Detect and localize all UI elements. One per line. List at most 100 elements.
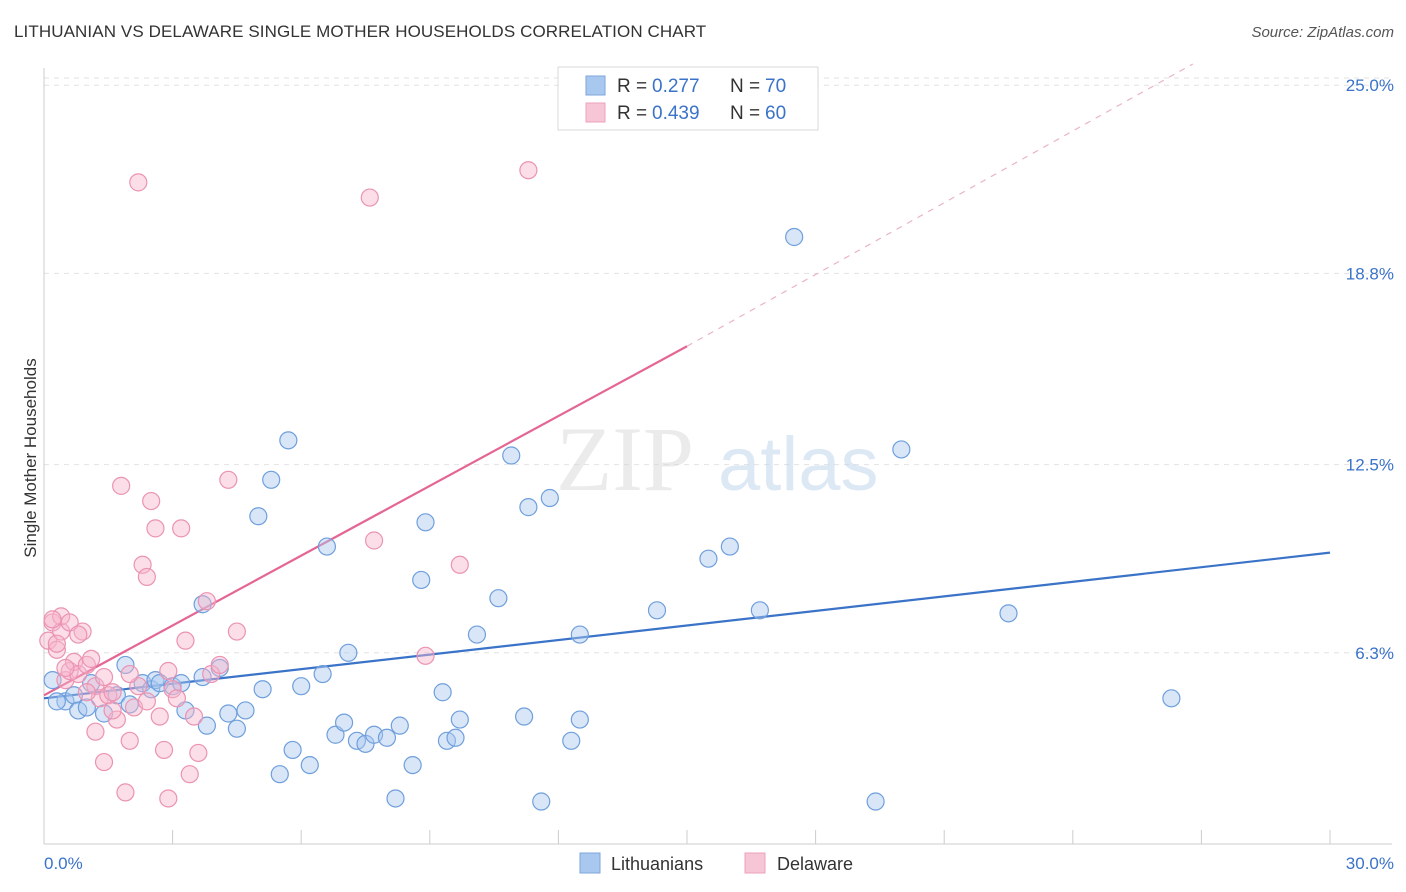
- point-delaware: [154, 740, 174, 760]
- stats-legend-r-value-1: 0.277: [652, 76, 700, 97]
- point-delaware: [77, 683, 96, 702]
- point-lithuanians: [300, 755, 319, 775]
- point-lithuanians: [219, 704, 238, 723]
- chart-title: LITHUANIAN VS DELAWARE SINGLE MOTHER HOU…: [14, 22, 707, 41]
- stats-legend-r-label-2: R =: [617, 103, 652, 124]
- point-lithuanians: [227, 719, 246, 738]
- point-delaware: [172, 519, 191, 538]
- point-lithuanians: [77, 698, 96, 717]
- point-delaware: [416, 646, 435, 665]
- point-delaware: [167, 689, 186, 708]
- point-lithuanians: [502, 446, 521, 465]
- watermark-zip: ZIP: [556, 408, 694, 510]
- point-lithuanians: [1162, 689, 1181, 708]
- point-delaware: [142, 491, 161, 511]
- point-lithuanians: [532, 792, 551, 811]
- y-tick-label-12.5: 12.5%: [1346, 456, 1394, 475]
- point-delaware: [146, 519, 165, 538]
- stats-legend-n-value-2: 60: [765, 103, 786, 124]
- series-legend: Lithuanians Delaware: [579, 852, 853, 874]
- point-lithuanians: [403, 755, 422, 775]
- point-delaware: [47, 640, 66, 659]
- point-lithuanians: [999, 604, 1018, 623]
- point-lithuanians: [866, 792, 885, 811]
- point-delaware: [112, 476, 131, 495]
- watermark-atlas: atlas: [718, 422, 879, 507]
- point-lithuanians: [339, 643, 358, 662]
- point-lithuanians: [249, 507, 268, 526]
- point-delaware: [189, 743, 208, 763]
- point-lithuanians: [317, 537, 337, 556]
- point-delaware: [103, 683, 122, 702]
- x-tick-label-max: 30.0%: [1346, 854, 1394, 873]
- point-delaware: [116, 783, 135, 802]
- point-delaware: [519, 161, 538, 180]
- trend-line-delaware: [43, 345, 688, 697]
- point-delaware: [364, 531, 384, 550]
- axes: [43, 68, 1392, 845]
- point-delaware: [163, 680, 182, 699]
- point-delaware: [94, 667, 114, 687]
- point-lithuanians: [236, 701, 255, 720]
- point-delaware: [176, 631, 195, 650]
- point-lithuanians: [47, 692, 66, 711]
- trend-line-lithuanians: [43, 551, 1331, 700]
- point-lithuanians: [386, 789, 405, 808]
- point-delaware: [197, 592, 216, 611]
- point-delaware: [227, 622, 246, 641]
- point-delaware: [133, 555, 152, 574]
- watermark: ZIP atlas: [556, 408, 879, 510]
- point-delaware: [184, 707, 204, 726]
- stats-legend: R = 0.277 N = 70 R = 0.439 N = 60: [557, 66, 819, 131]
- series-legend-label-lithuanians: Lithuanians: [611, 854, 703, 874]
- point-delaware: [86, 722, 105, 741]
- grid-lines: [44, 77, 1392, 654]
- series-legend-swatch-lithuanians: [579, 852, 601, 874]
- point-lithuanians: [489, 589, 508, 608]
- series-legend-swatch-delaware: [744, 852, 766, 874]
- point-lithuanians: [292, 677, 311, 696]
- point-lithuanians: [446, 728, 465, 747]
- point-delaware: [120, 664, 139, 684]
- y-tick-label-18.8: 18.8%: [1346, 264, 1394, 283]
- point-lithuanians: [262, 470, 281, 489]
- point-lithuanians: [570, 625, 589, 644]
- point-delaware: [120, 731, 139, 750]
- point-delaware: [159, 661, 178, 681]
- series-legend-label-delaware: Delaware: [777, 854, 853, 874]
- point-delaware: [47, 634, 66, 653]
- point-lithuanians: [515, 707, 534, 726]
- point-delaware: [180, 765, 199, 784]
- point-lithuanians: [647, 601, 667, 620]
- trend-line-delaware-extension: [686, 63, 1194, 347]
- point-lithuanians: [750, 601, 769, 620]
- y-tick-label-25.0: 25.0%: [1346, 76, 1394, 95]
- point-delaware: [360, 188, 379, 207]
- point-delaware: [150, 707, 169, 726]
- point-lithuanians: [562, 731, 581, 750]
- point-delaware: [159, 789, 178, 808]
- point-lithuanians: [699, 549, 718, 568]
- point-lithuanians: [467, 625, 487, 644]
- point-lithuanians: [334, 713, 354, 732]
- chart-source: Source: ZipAtlas.com: [1251, 24, 1394, 41]
- x-tick-label-min: 0.0%: [44, 854, 83, 873]
- point-lithuanians: [377, 728, 397, 747]
- stats-legend-n-label-2: N =: [730, 103, 765, 124]
- point-delaware: [43, 610, 62, 629]
- point-lithuanians: [412, 570, 431, 590]
- stats-legend-n-label-1: N =: [730, 76, 765, 97]
- point-lithuanians: [253, 680, 272, 699]
- point-lithuanians: [519, 498, 538, 517]
- stats-legend-swatch-pink: [585, 102, 606, 123]
- data-points: [39, 161, 1181, 811]
- point-lithuanians: [279, 431, 298, 450]
- point-delaware: [82, 649, 101, 668]
- y-axis-label: Single Mother Households: [21, 358, 40, 557]
- point-delaware: [103, 701, 122, 720]
- trend-lines: [43, 63, 1331, 700]
- point-lithuanians: [43, 671, 62, 690]
- point-delaware: [137, 692, 156, 711]
- point-lithuanians: [283, 740, 302, 760]
